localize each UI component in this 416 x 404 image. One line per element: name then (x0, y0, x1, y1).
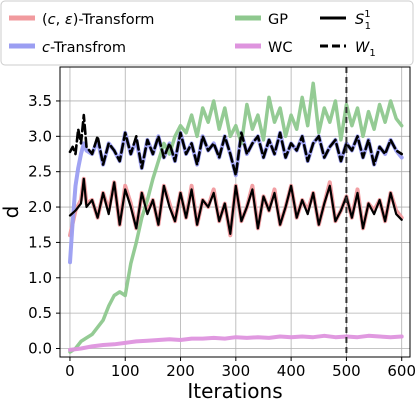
y-tick-label: 2.0 (28, 198, 52, 216)
x-tick-label: 500 (332, 362, 361, 380)
legend-label-s11: S1 1 (355, 9, 371, 32)
legend-box (0, 0, 414, 66)
y-tick-label: 2.5 (28, 163, 52, 181)
y-tick-label: 0.0 (28, 340, 52, 358)
series-line-3 (68, 333, 404, 352)
x-tick-label: 600 (387, 362, 416, 380)
y-tick-label: 1.0 (28, 269, 52, 287)
x-tick-label: 0 (65, 362, 75, 380)
x-tick-label: 400 (277, 362, 306, 380)
legend-label-w1: W1 (355, 40, 376, 59)
y-tick-label: 0.5 (28, 304, 52, 322)
series-line-2 (68, 81, 404, 354)
x-tick-label: 100 (111, 362, 140, 380)
x-tick-label: 300 (222, 362, 251, 380)
ticks: 0 100 200 300 400 500 600 0.0 0.5 1.0 1.5 2.0 2.5 3.0… (28, 92, 416, 380)
legend-label-ce: (c, ε)-Transform (42, 12, 154, 28)
y-tick-label: 3.0 (28, 127, 52, 145)
y-axis-label: d (0, 206, 23, 219)
y-tick-label: 1.5 (28, 233, 52, 251)
legend-label-c: c-Transfrom (42, 40, 126, 56)
legend-label-gp: GP (268, 12, 288, 28)
legend-label-wc: WC (268, 40, 292, 56)
plot-frame (59, 66, 411, 358)
x-tick-label: 200 (166, 362, 195, 380)
x-axis-label: Iterations (187, 379, 282, 403)
series-line-5 (68, 113, 404, 177)
series-layer (68, 81, 404, 354)
y-tick-label: 3.5 (28, 92, 52, 110)
legend: (c, ε)-Transform c-Transfrom GP WC S1 1 W… (0, 0, 414, 66)
